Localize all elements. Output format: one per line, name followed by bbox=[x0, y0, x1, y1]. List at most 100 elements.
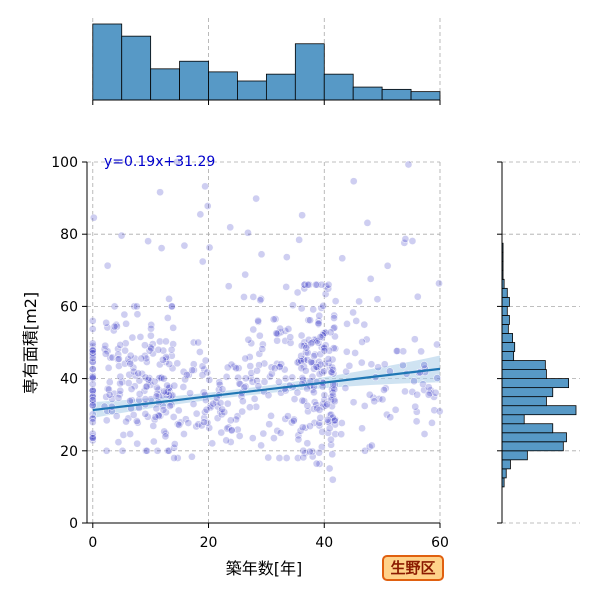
scatter-point bbox=[142, 383, 150, 391]
scatter-point bbox=[88, 373, 97, 382]
scatter-point bbox=[239, 397, 247, 406]
scatter-point bbox=[309, 305, 318, 314]
scatter-point bbox=[323, 400, 332, 409]
scatter-point bbox=[309, 405, 318, 413]
scatter-point bbox=[88, 429, 97, 438]
scatter-point bbox=[303, 401, 312, 410]
scatter-point bbox=[408, 237, 417, 245]
scatter-point bbox=[226, 223, 235, 232]
scatter-point bbox=[330, 416, 339, 425]
scatter-point bbox=[205, 243, 214, 252]
scatter-point bbox=[126, 397, 134, 405]
scatter-point bbox=[235, 432, 244, 440]
scatter-point bbox=[226, 438, 235, 446]
y-tick-label: 60 bbox=[60, 299, 78, 315]
scatter-point bbox=[360, 402, 369, 410]
scatter-point bbox=[182, 370, 191, 379]
scatter-point bbox=[277, 388, 285, 397]
scatter-point bbox=[294, 435, 303, 444]
scatter-point bbox=[256, 296, 265, 305]
scatter-point bbox=[315, 406, 324, 414]
scatter-point bbox=[325, 464, 334, 473]
scatter-point bbox=[365, 443, 374, 451]
scatter-point bbox=[320, 367, 328, 376]
scatter-point bbox=[290, 395, 299, 403]
y-hist-bar bbox=[501, 296, 510, 307]
scatter-point bbox=[367, 360, 376, 369]
scatter-point bbox=[88, 365, 97, 373]
scatter-point bbox=[331, 430, 340, 438]
scatter-point bbox=[301, 423, 310, 432]
scatter-point bbox=[198, 371, 207, 379]
scatter-point bbox=[88, 325, 97, 333]
scatter-point bbox=[282, 253, 291, 261]
scatter-point bbox=[272, 329, 281, 338]
scatter-point bbox=[254, 382, 263, 390]
scatter-point bbox=[316, 333, 325, 341]
scatter-point bbox=[323, 415, 332, 424]
scatter-point bbox=[282, 283, 291, 291]
scatter-point bbox=[298, 211, 306, 220]
scatter-point bbox=[149, 437, 158, 446]
scatter-point bbox=[153, 383, 161, 392]
scatter-point bbox=[417, 347, 425, 356]
scatter-point bbox=[147, 331, 155, 340]
scatter-point bbox=[328, 355, 337, 364]
scatter-point bbox=[88, 351, 97, 360]
scatter-point bbox=[104, 364, 113, 372]
scatter-point bbox=[378, 395, 387, 404]
scatter-point bbox=[165, 295, 173, 303]
scatter-point bbox=[308, 338, 317, 347]
scatter-point bbox=[125, 370, 134, 379]
scatter-point bbox=[281, 415, 290, 423]
scatter-point bbox=[392, 347, 401, 355]
scatter-point bbox=[424, 390, 433, 399]
y-tick-label: 20 bbox=[60, 444, 78, 460]
scatter-point bbox=[189, 360, 198, 369]
scatter-point bbox=[318, 428, 327, 436]
scatter-point bbox=[162, 337, 170, 346]
x-axis-label: 築年数[年] bbox=[226, 559, 303, 578]
scatter-point bbox=[106, 353, 115, 362]
scatter-point bbox=[259, 429, 268, 438]
scatter-point bbox=[281, 374, 290, 383]
scatter-point bbox=[297, 331, 306, 340]
scatter-point bbox=[101, 349, 110, 358]
y-hist-bar bbox=[501, 333, 513, 343]
scatter-point bbox=[299, 375, 307, 384]
scatter-point bbox=[329, 365, 337, 374]
scatter-point bbox=[233, 425, 242, 434]
scatter-point bbox=[198, 257, 207, 266]
scatter-point bbox=[257, 250, 266, 259]
scatter-point bbox=[366, 275, 375, 283]
scatter-point bbox=[375, 395, 384, 403]
scatter-point bbox=[318, 443, 326, 451]
x-marginal-histogram bbox=[92, 23, 441, 105]
scatter-point bbox=[352, 317, 361, 325]
scatter-point bbox=[89, 213, 98, 222]
scatter-point bbox=[246, 362, 255, 370]
scatter-point bbox=[253, 366, 261, 375]
scatter-point bbox=[293, 288, 302, 297]
scatter-point bbox=[88, 339, 97, 348]
scatter-point bbox=[215, 380, 224, 389]
scatter-point bbox=[144, 237, 152, 246]
scatter-point bbox=[299, 453, 308, 462]
scatter-point bbox=[315, 311, 324, 320]
scatter-point bbox=[118, 446, 127, 455]
scatter-point bbox=[315, 421, 324, 430]
scatter-point bbox=[351, 349, 359, 357]
scatter-point bbox=[284, 325, 293, 333]
scatter-point bbox=[241, 354, 250, 363]
scatter-point bbox=[194, 338, 203, 347]
scatter-point bbox=[155, 360, 164, 369]
scatter-point bbox=[132, 417, 141, 425]
scatter-point bbox=[188, 452, 196, 461]
regression-ci bbox=[92, 355, 440, 418]
scatter-point bbox=[153, 446, 162, 455]
scatter-point bbox=[196, 348, 204, 356]
scatter-point bbox=[411, 402, 420, 411]
scatter-point bbox=[215, 378, 224, 387]
x-hist-bar bbox=[208, 71, 238, 101]
scatter-point bbox=[209, 399, 218, 408]
